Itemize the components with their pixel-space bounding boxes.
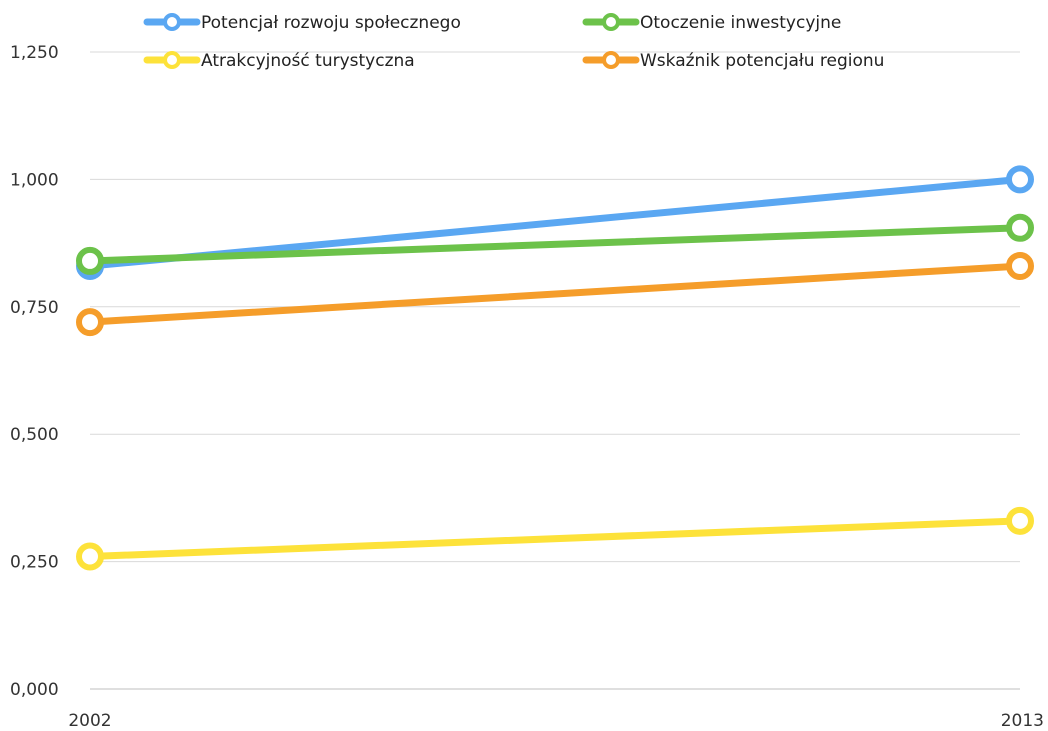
data-point[interactable] [1006, 213, 1034, 242]
x-tick-label: 2002 [68, 711, 111, 731]
x-tick-label: 2013 [1001, 711, 1044, 731]
y-axis: 0,000 0,250 0,500 0,750 1,000 1,250 [10, 43, 59, 700]
data-point[interactable] [76, 542, 104, 571]
legend-label: Potencjał rozwoju społecznego [201, 13, 461, 33]
gridlines [90, 51, 1020, 690]
series-line [86, 224, 1024, 265]
data-point[interactable] [76, 308, 104, 337]
y-tick-label: 1,250 [10, 43, 59, 63]
y-tick-label: 0,750 [10, 298, 59, 318]
data-point[interactable] [1006, 506, 1034, 535]
legend-swatch-marker [163, 13, 181, 31]
y-tick-label: 0,000 [10, 680, 59, 700]
legend-label: Otoczenie inwestycyjne [640, 13, 841, 33]
legend-swatch-marker [602, 13, 620, 31]
series-line [86, 175, 1024, 270]
y-tick-label: 1,000 [10, 170, 59, 190]
data-point[interactable] [76, 246, 104, 275]
legend-swatch-marker [602, 51, 620, 69]
data-point[interactable] [1006, 165, 1034, 194]
series-0 [76, 165, 1034, 281]
legend-item[interactable]: Otoczenie inwestycyjne [582, 13, 841, 33]
series-1 [76, 213, 1034, 275]
legend-item[interactable]: Atrakcyjność turystyczna [143, 51, 415, 71]
legend-label: Wskaźnik potencjału regionu [640, 51, 884, 71]
legend-item[interactable]: Wskaźnik potencjału regionu [582, 51, 884, 71]
y-tick-label: 0,500 [10, 425, 59, 445]
x-axis: 2002 2013 [68, 711, 1044, 731]
series-2 [76, 506, 1034, 571]
series-3 [76, 252, 1034, 337]
data-point[interactable] [1006, 252, 1034, 281]
y-tick-label: 0,250 [10, 553, 59, 573]
series-line [86, 262, 1024, 326]
legend-item[interactable]: Potencjał rozwoju społecznego [143, 13, 461, 33]
series-line [86, 517, 1024, 561]
legend-swatch-marker [163, 51, 181, 69]
legend: Potencjał rozwoju społecznego Otoczenie i… [143, 13, 884, 71]
legend-label: Atrakcyjność turystyczna [201, 51, 415, 71]
